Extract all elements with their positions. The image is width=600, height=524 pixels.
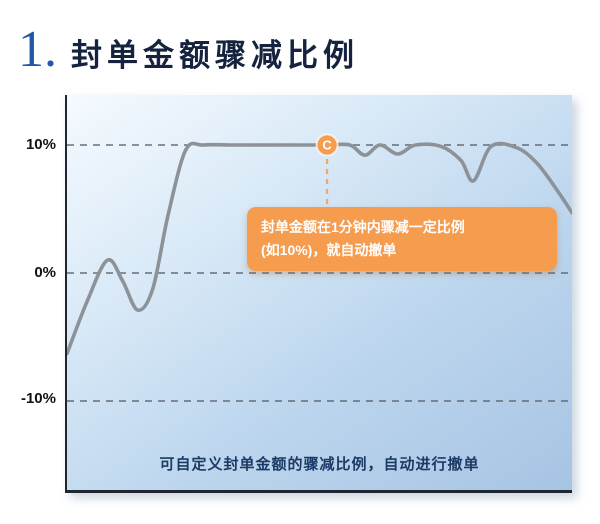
callout-bubble: 封单金额在1分钟内骤减一定比例 (如10%)，就自动撤单 bbox=[247, 207, 557, 272]
y-tick-0: 0% bbox=[34, 264, 56, 281]
footer-note: 可自定义封单金额的骤减比例，自动进行撤单 bbox=[159, 456, 480, 473]
callout-line1: 封单金额在1分钟内骤减一定比例 bbox=[261, 219, 465, 235]
title-number: 1. bbox=[18, 21, 57, 78]
title-text: 封单金额骤减比例 bbox=[71, 38, 359, 73]
callout-line2: (如10%)，就自动撤单 bbox=[261, 242, 397, 259]
line-chart: C bbox=[67, 133, 572, 402]
marker-c-circle bbox=[315, 133, 339, 157]
y-tick-10: 10% bbox=[25, 136, 56, 153]
gridlines bbox=[67, 144, 572, 402]
marker-c-label: C bbox=[322, 138, 332, 153]
y-tick-neg10: -10% bbox=[20, 390, 56, 407]
chart-panel: C 封单金额在1分钟内骤减一定比例 (如10%)，就自动撤单 可自定义封单金额的… bbox=[65, 95, 572, 493]
page-title: 1. 封单金额骤减比例 bbox=[18, 24, 359, 76]
